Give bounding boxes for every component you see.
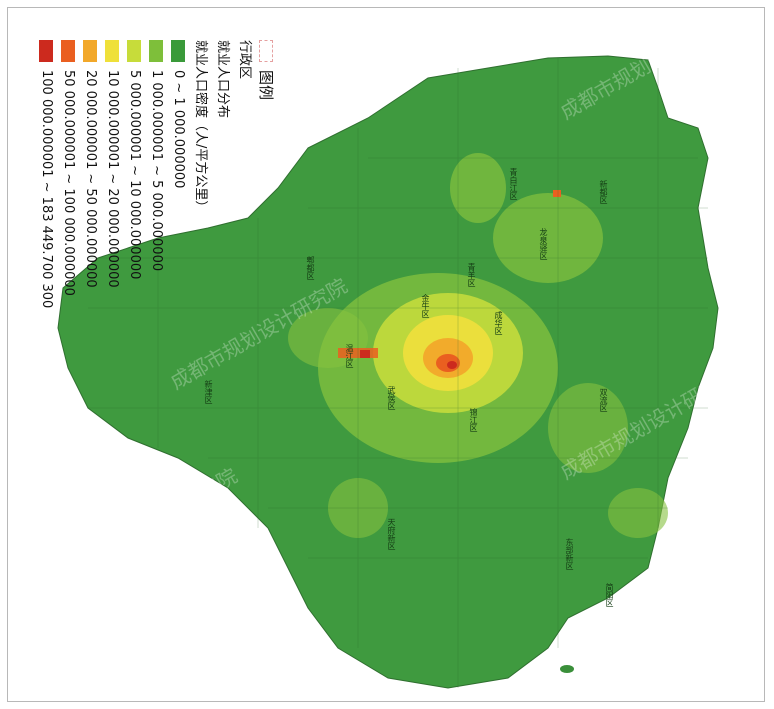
legend-swatch — [39, 40, 53, 62]
legend-title-row: 图例 — [255, 40, 277, 370]
legend-boundary-label: 行政区 — [237, 40, 252, 80]
district-label: 新都区 — [599, 180, 608, 204]
district-label: 青羊区 — [467, 263, 476, 287]
legend-class-label: 5 000.000001 ~ 10 000.000000 — [127, 70, 142, 280]
legend-swatch — [105, 40, 119, 62]
wechat-logo-icon — [555, 661, 578, 677]
district-label: 东部新区 — [565, 538, 574, 570]
district-label: 龙泉驿区 — [539, 228, 548, 260]
legend-class-row: 1 000.000001 ~ 5 000.000000 — [145, 40, 167, 370]
district-label: 双流区 — [599, 388, 608, 412]
suburban-zone — [548, 383, 628, 473]
legend-layer-row: 就业人口分布 — [211, 40, 233, 370]
district-label: 锦江区 — [469, 408, 478, 432]
legend-class-label: 100 000.000001 ~ 183 449.700 300 — [39, 70, 54, 309]
district-label: 新津区 — [204, 380, 213, 404]
legend-class-row: 10 000.000001 ~ 20 000.000000 — [101, 40, 123, 370]
district-label: 简阳区 — [605, 583, 614, 607]
suburban-zone — [608, 488, 668, 538]
district-label: 郫都区 — [306, 256, 315, 280]
urban-core — [447, 361, 457, 369]
legend-field-label: 就业人口密度（人/平方公里） — [193, 40, 208, 214]
district-label: 天府新区 — [387, 518, 396, 550]
legend-frame-icon — [259, 40, 273, 62]
suburban-zone — [328, 478, 388, 538]
legend-class-row: 100 000.000001 ~ 183 449.700 300 — [35, 40, 57, 370]
legend-class-row: 0 ~ 1 000.000000 — [167, 40, 189, 370]
hotspot — [338, 348, 378, 358]
suburban-zone — [493, 193, 603, 283]
legend-boundary-row: 行政区 — [233, 40, 255, 370]
footer-text: 成都市规划设计研究院 — [583, 661, 744, 680]
legend: 图例 行政区 就业人口分布 就业人口密度（人/平方公里） 0 ~ 1 000.0… — [22, 40, 277, 370]
hotspot — [360, 350, 370, 358]
legend-class-label: 10 000.000001 ~ 20 000.000000 — [105, 70, 120, 288]
hotspot — [553, 190, 561, 197]
district-label: 武侯区 — [387, 386, 396, 410]
legend-class-label: 0 ~ 1 000.000000 — [171, 70, 186, 189]
legend-class-row: 20 000.000001 ~ 50 000.000000 — [79, 40, 101, 370]
suburban-zone — [288, 308, 368, 368]
legend-swatch — [127, 40, 141, 62]
district-label: 温江区 — [345, 344, 354, 368]
legend-swatch — [149, 40, 163, 62]
suburban-zone — [450, 153, 506, 223]
legend-class-label: 1 000.000001 ~ 5 000.000000 — [149, 70, 164, 272]
footer-brand: 成都市规划设计研究院 — [555, 657, 744, 681]
legend-swatch — [171, 40, 185, 62]
district-label: 成华区 — [494, 311, 503, 335]
density-map — [57, 55, 719, 689]
district-label: 青白江区 — [509, 168, 518, 200]
legend-class-label: 20 000.000001 ~ 50 000.000000 — [83, 70, 98, 288]
legend-class-label: 50 000.000001 ~ 100 000.000000 — [61, 70, 76, 296]
legend-layer-label: 就业人口分布 — [215, 40, 230, 119]
legend-title: 图例 — [257, 70, 275, 101]
legend-field-row: 就业人口密度（人/平方公里） — [189, 40, 211, 370]
legend-swatch — [83, 40, 97, 62]
legend-class-row: 50 000.000001 ~ 100 000.000000 — [57, 40, 79, 370]
district-label: 金牛区 — [421, 294, 430, 318]
map-frame: 新都区 青白江区 郫都区 温江区 金牛区 成华区 青羊区 武侯区 锦江区 龙泉驿… — [7, 7, 765, 702]
legend-swatch — [61, 40, 75, 62]
parcel-lines — [88, 58, 708, 688]
legend-class-row: 5 000.000001 ~ 10 000.000000 — [123, 40, 145, 370]
